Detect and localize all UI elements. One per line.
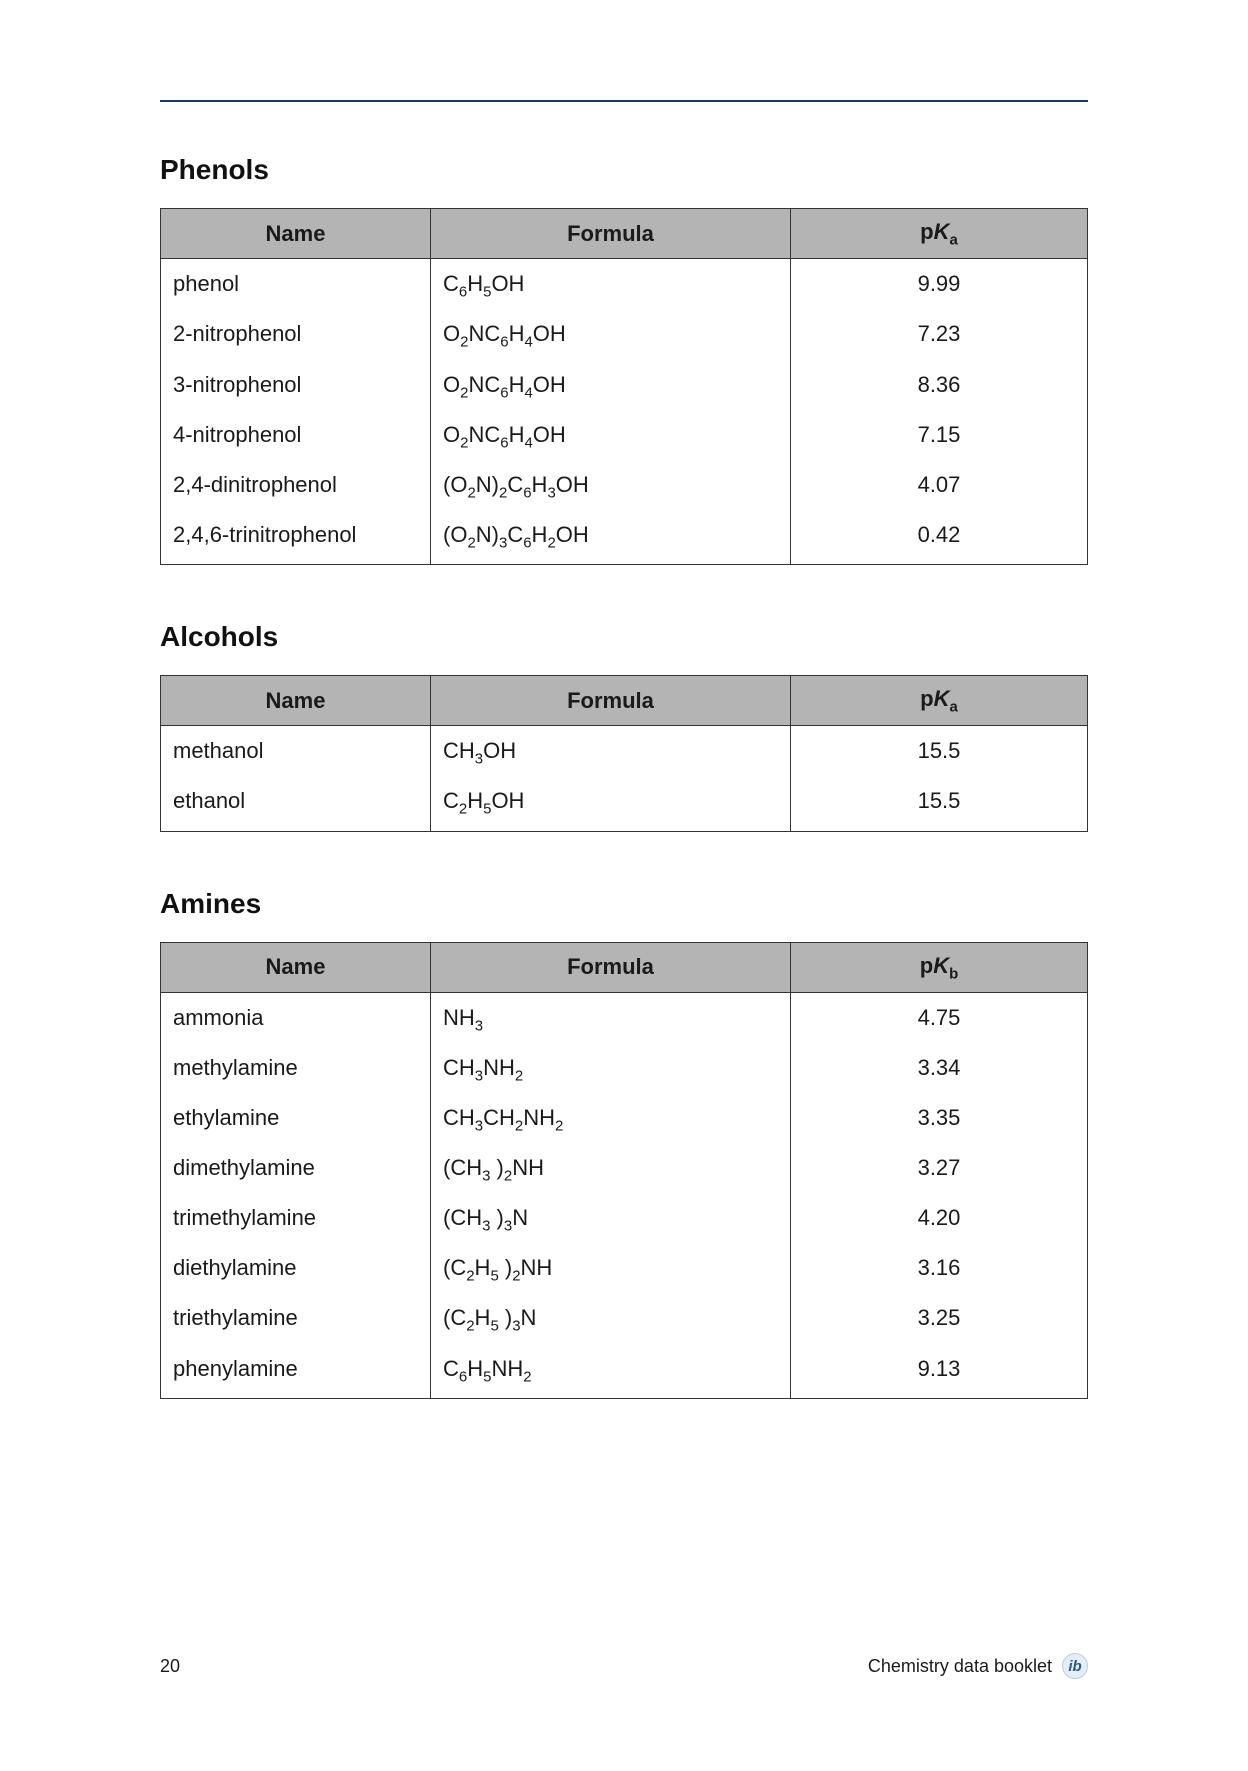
col-header-pk: pKa xyxy=(791,209,1088,259)
cell-formula: NH3 xyxy=(431,992,791,1043)
data-table: NameFormulapKamethanolCH3OH15.5ethanolC2… xyxy=(160,675,1088,832)
cell-formula: (C2H5 )3N xyxy=(431,1293,791,1343)
cell-formula: O2NC6H4OH xyxy=(431,309,791,359)
cell-pk: 8.36 xyxy=(791,360,1088,410)
data-table: NameFormulapKaphenolC6H5OH9.992-nitrophe… xyxy=(160,208,1088,565)
cell-pk: 3.35 xyxy=(791,1093,1088,1143)
table-row: 2,4,6-trinitrophenol(O2N)3C6H2OH0.42 xyxy=(161,510,1088,565)
page-number: 20 xyxy=(160,1656,180,1677)
table-row: ammoniaNH34.75 xyxy=(161,992,1088,1043)
cell-formula: O2NC6H4OH xyxy=(431,410,791,460)
col-header-formula: Formula xyxy=(431,942,791,992)
cell-name: methylamine xyxy=(161,1043,431,1093)
footer-right: Chemistry data booklet ib xyxy=(868,1653,1088,1679)
section-title: Phenols xyxy=(160,154,1088,186)
col-header-name: Name xyxy=(161,675,431,725)
cell-name: ethylamine xyxy=(161,1093,431,1143)
col-header-pk: pKa xyxy=(791,675,1088,725)
table-row: methylamineCH3NH23.34 xyxy=(161,1043,1088,1093)
cell-name: phenylamine xyxy=(161,1344,431,1399)
table-row: dimethylamine(CH3 )2NH3.27 xyxy=(161,1143,1088,1193)
cell-name: 2,4,6-trinitrophenol xyxy=(161,510,431,565)
table-row: methanolCH3OH15.5 xyxy=(161,726,1088,777)
cell-formula: (CH3 )3N xyxy=(431,1193,791,1243)
col-header-name: Name xyxy=(161,209,431,259)
table-row: phenylamineC6H5NH29.13 xyxy=(161,1344,1088,1399)
table-row: 2,4-dinitrophenol(O2N)2C6H3OH4.07 xyxy=(161,460,1088,510)
cell-name: ammonia xyxy=(161,992,431,1043)
table-row: ethanolC2H5OH15.5 xyxy=(161,776,1088,831)
col-header-formula: Formula xyxy=(431,675,791,725)
cell-formula: (O2N)3C6H2OH xyxy=(431,510,791,565)
cell-pk: 4.20 xyxy=(791,1193,1088,1243)
section-title: Amines xyxy=(160,888,1088,920)
cell-pk: 0.42 xyxy=(791,510,1088,565)
cell-formula: O2NC6H4OH xyxy=(431,360,791,410)
cell-pk: 7.23 xyxy=(791,309,1088,359)
cell-name: 2,4-dinitrophenol xyxy=(161,460,431,510)
cell-name: phenol xyxy=(161,259,431,310)
page-footer: 20 Chemistry data booklet ib xyxy=(160,1653,1088,1679)
page-content: PhenolsNameFormulapKaphenolC6H5OH9.992-n… xyxy=(160,100,1088,1455)
cell-name: triethylamine xyxy=(161,1293,431,1343)
cell-formula: C2H5OH xyxy=(431,776,791,831)
cell-pk: 4.07 xyxy=(791,460,1088,510)
table-row: triethylamine(C2H5 )3N3.25 xyxy=(161,1293,1088,1343)
cell-formula: C6H5NH2 xyxy=(431,1344,791,1399)
cell-formula: (C2H5 )2NH xyxy=(431,1243,791,1293)
col-header-formula: Formula xyxy=(431,209,791,259)
top-rule xyxy=(160,100,1088,102)
table-row: diethylamine(C2H5 )2NH3.16 xyxy=(161,1243,1088,1293)
cell-name: dimethylamine xyxy=(161,1143,431,1193)
table-row: trimethylamine(CH3 )3N4.20 xyxy=(161,1193,1088,1243)
cell-pk: 7.15 xyxy=(791,410,1088,460)
table-row: ethylamineCH3CH2NH23.35 xyxy=(161,1093,1088,1143)
cell-name: trimethylamine xyxy=(161,1193,431,1243)
cell-pk: 9.99 xyxy=(791,259,1088,310)
cell-formula: CH3NH2 xyxy=(431,1043,791,1093)
cell-pk: 4.75 xyxy=(791,992,1088,1043)
cell-name: 2-nitrophenol xyxy=(161,309,431,359)
cell-formula: CH3OH xyxy=(431,726,791,777)
cell-pk: 15.5 xyxy=(791,726,1088,777)
cell-formula: C6H5OH xyxy=(431,259,791,310)
section-title: Alcohols xyxy=(160,621,1088,653)
table-row: 4-nitrophenolO2NC6H4OH7.15 xyxy=(161,410,1088,460)
cell-pk: 3.25 xyxy=(791,1293,1088,1343)
cell-name: ethanol xyxy=(161,776,431,831)
ib-logo-icon: ib xyxy=(1062,1653,1088,1679)
cell-formula: CH3CH2NH2 xyxy=(431,1093,791,1143)
data-table: NameFormulapKbammoniaNH34.75methylamineC… xyxy=(160,942,1088,1399)
col-header-pk: pKb xyxy=(791,942,1088,992)
cell-pk: 15.5 xyxy=(791,776,1088,831)
table-header-row: NameFormulapKb xyxy=(161,942,1088,992)
cell-formula: (O2N)2C6H3OH xyxy=(431,460,791,510)
table-row: phenolC6H5OH9.99 xyxy=(161,259,1088,310)
cell-pk: 3.27 xyxy=(791,1143,1088,1193)
table-header-row: NameFormulapKa xyxy=(161,675,1088,725)
table-header-row: NameFormulapKa xyxy=(161,209,1088,259)
table-row: 2-nitrophenolO2NC6H4OH7.23 xyxy=(161,309,1088,359)
cell-pk: 3.16 xyxy=(791,1243,1088,1293)
cell-name: 4-nitrophenol xyxy=(161,410,431,460)
cell-name: 3-nitrophenol xyxy=(161,360,431,410)
col-header-name: Name xyxy=(161,942,431,992)
cell-name: methanol xyxy=(161,726,431,777)
cell-name: diethylamine xyxy=(161,1243,431,1293)
cell-pk: 3.34 xyxy=(791,1043,1088,1093)
cell-formula: (CH3 )2NH xyxy=(431,1143,791,1193)
sections-host: PhenolsNameFormulapKaphenolC6H5OH9.992-n… xyxy=(160,154,1088,1399)
footer-title: Chemistry data booklet xyxy=(868,1656,1052,1677)
table-row: 3-nitrophenolO2NC6H4OH8.36 xyxy=(161,360,1088,410)
cell-pk: 9.13 xyxy=(791,1344,1088,1399)
